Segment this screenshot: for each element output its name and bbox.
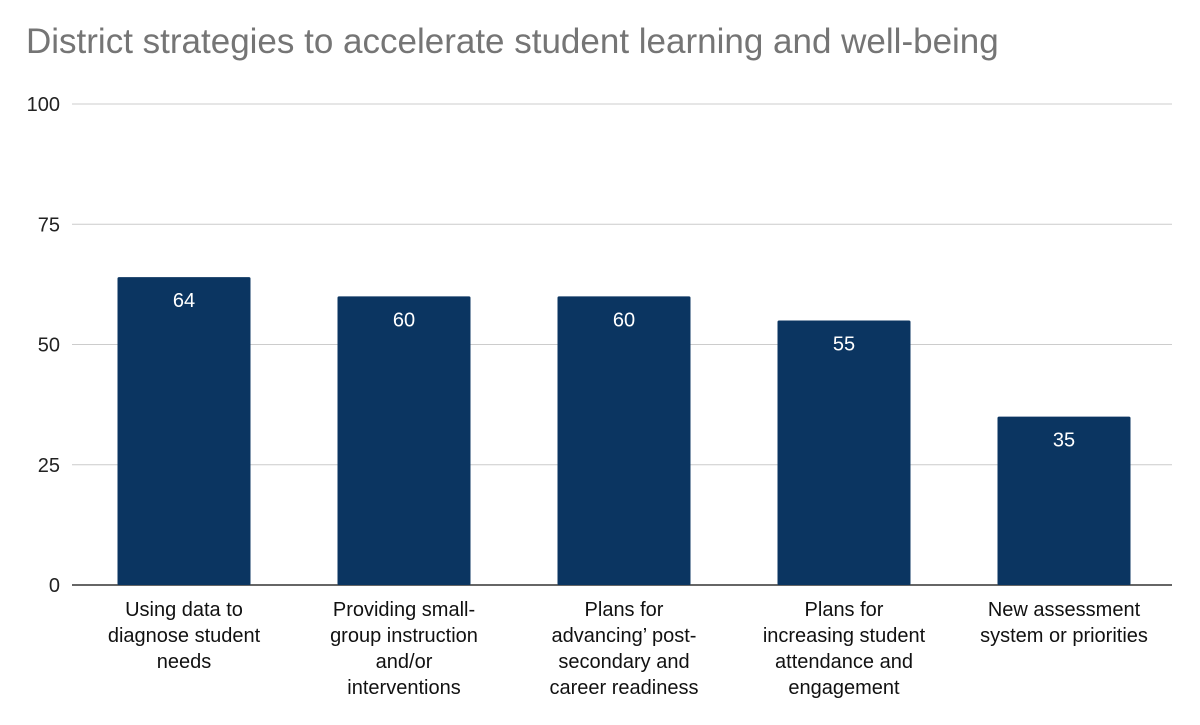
x-category-label-line: interventions [347,677,461,699]
x-category-label-line: attendance and [775,651,913,673]
bar-value-label: 64 [173,290,195,312]
x-category-label: Plans for increasing student attendance an… [744,597,944,701]
x-category-label-line: system or priorities [980,625,1148,647]
x-category-label-line: increasing student [762,625,926,647]
x-category-label-line: Plans for [804,599,884,621]
x-category-label-line: diagnose student [107,625,261,647]
x-category-label-line: engagement [788,677,900,699]
x-category-label-line: Using data to [125,599,243,621]
x-category-label-line: and/or [375,651,433,673]
bar [337,296,471,585]
x-category-label-line: group instruction [330,625,478,647]
bar-value-label: 55 [833,333,855,355]
bar [557,296,691,585]
x-category-label-line: advancing’ post- [551,625,697,647]
x-category-label: Using data to diagnose student needs [84,597,284,675]
x-category-label-line: needs [156,651,212,673]
y-tick-label: 25 [38,455,60,477]
x-category-label-line: Providing small- [332,599,476,621]
x-category-label-line: Plans for [584,599,664,621]
x-category-label: Plans for advancing’ post-secondary and ca… [524,597,724,701]
x-category-label-line: career readiness [549,677,699,699]
bar-value-label: 60 [393,309,415,331]
y-tick-label: 50 [38,335,60,357]
bar [117,277,251,585]
x-category-label-line: secondary and [558,651,690,673]
x-category-label: Providing small-group instruction and/or i… [304,597,504,701]
tick-layer: 0 25 50 75 100 [27,94,60,597]
bar-value-label: 35 [1053,430,1075,452]
bar-layer: 64 60 60 55 35 [117,277,1131,585]
y-tick-label: 100 [27,94,60,116]
y-tick-label: 0 [49,575,60,597]
y-tick-label: 75 [38,214,60,236]
bar [997,416,1131,585]
bar-value-label: 60 [613,309,635,331]
x-category-label: New assessment system or priorities [964,597,1164,649]
x-category-label-line: New assessment [987,599,1141,621]
bar [777,320,911,585]
chart-title: District strategies to accelerate studen… [26,22,999,61]
